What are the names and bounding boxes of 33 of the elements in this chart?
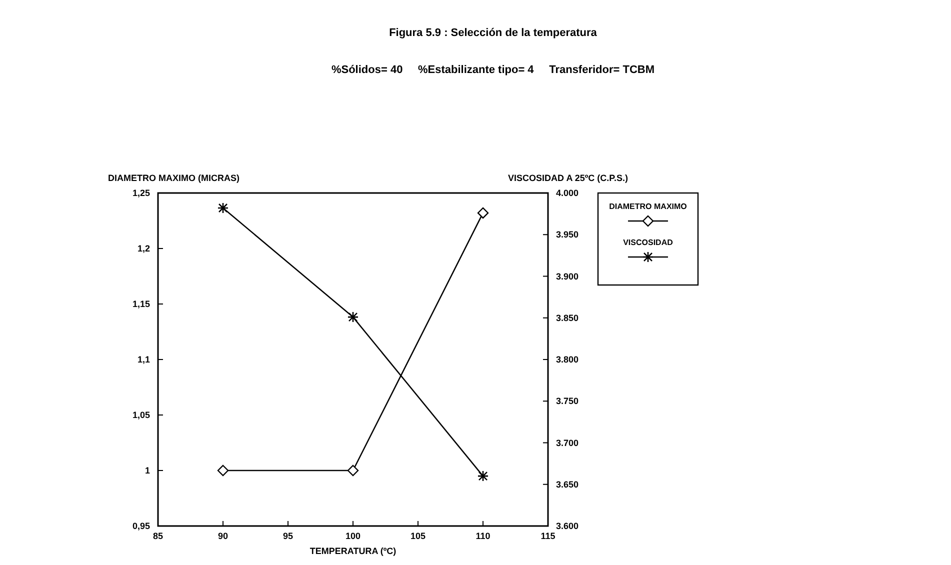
text: VISCOSIDAD	[623, 238, 674, 247]
y2-tick-label: 4.000	[556, 188, 579, 198]
y2-tick-label: 3.800	[556, 354, 579, 364]
x-tick-label: 100	[345, 531, 361, 541]
y-tick-label: 1,05	[132, 410, 150, 420]
y-tick-label: 1,2	[137, 244, 150, 254]
chart-title: Figura 5.9 : Selección de la temperatura	[389, 27, 598, 39]
y2-tick-label: 3.650	[556, 479, 579, 490]
y-tick-label: 0,95	[132, 521, 150, 531]
text: DIAMETRO MAXIMO	[609, 202, 687, 211]
x-tick-label: 110	[476, 531, 490, 541]
x-tick-label: 95	[282, 531, 294, 541]
chart-subtitle: %Sólidos= 40 %Estabilizante tipo= 4 Transferidor= TCBM	[331, 64, 655, 76]
y2-tick-label: 3.850	[556, 312, 579, 323]
y2-tick-label: 3.950	[556, 230, 579, 240]
x-tick-label: 115	[540, 531, 556, 541]
x-axis-title: TEMPERATURA (ºC)	[310, 546, 396, 556]
y-tick-label: 1	[144, 466, 150, 476]
y-tick-label: 1,15	[132, 299, 150, 309]
y-axis-title: DIAMETRO MAXIMO (MICRAS)	[108, 173, 240, 183]
point	[217, 202, 229, 214]
y2-tick-label: 3.700	[556, 438, 579, 448]
point	[477, 470, 489, 482]
y2-tick-label: 3.900	[556, 271, 579, 282]
x-tick-label: 90	[218, 531, 228, 541]
y2-axis-title: VISCOSIDAD A 25ºC (C.P.S.)	[508, 173, 628, 183]
y-tick-label: 1,25	[132, 188, 150, 198]
y-tick-label: 1,1	[137, 354, 150, 364]
x-tick-label: 105	[410, 531, 426, 541]
y2-tick-label: 3.600	[556, 521, 579, 531]
point	[347, 311, 359, 323]
x-tick-label: 85	[152, 531, 164, 541]
y2-tick-label: 3.750	[556, 396, 579, 406]
